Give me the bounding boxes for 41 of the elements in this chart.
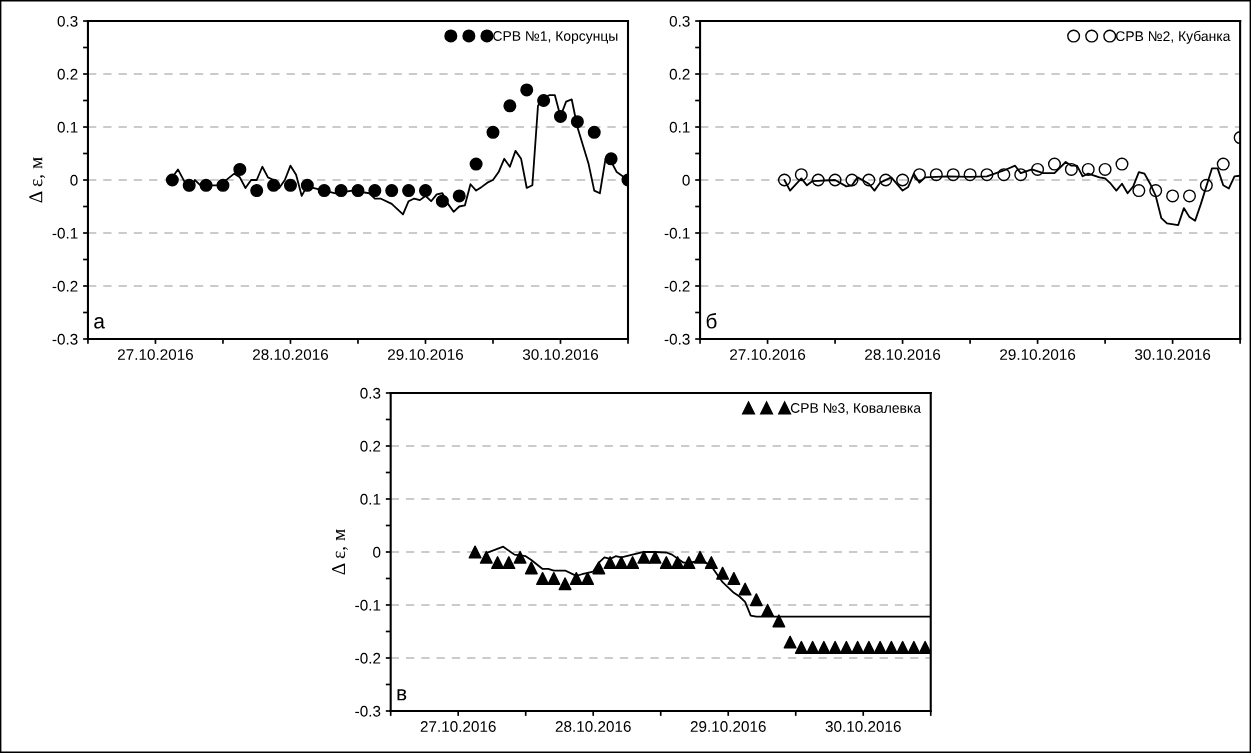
y-tick-label: 0: [373, 546, 381, 558]
y-tick-label: -0.3: [52, 333, 78, 345]
y-tick-label: -0.2: [52, 280, 78, 292]
x-tick-label: 30.10.2016: [522, 349, 599, 360]
x-tick-label: 29.10.2016: [388, 349, 464, 360]
y-tick-label: -0.3: [355, 705, 381, 717]
x-tick-label: 29.10.2016: [1000, 349, 1076, 360]
annotation: б: [706, 313, 717, 329]
annotation: а: [94, 317, 105, 329]
y-tick-label: -0.2: [355, 652, 381, 664]
y-tick-label: 0.3: [57, 15, 78, 27]
x-tick-label: 28.10.2016: [865, 349, 941, 360]
y-tick-label: 0.3: [669, 15, 690, 27]
x-tick-label: 28.10.2016: [253, 349, 329, 360]
y-tick-label: -0.1: [52, 227, 78, 239]
x-tick-label: 27.10.2016: [730, 349, 806, 360]
x-tick-label: 28.10.2016: [555, 721, 631, 732]
y-tick-label: -0.1: [355, 599, 381, 611]
y-tick-label: 0: [70, 174, 78, 186]
y-tick-label: -0.2: [664, 280, 690, 292]
annotation: в: [397, 689, 407, 701]
legend-label: СРВ №1, Корсунцы: [493, 31, 618, 44]
y-tick-label: 0.3: [360, 387, 381, 399]
y-tick-label: 0.2: [360, 440, 381, 452]
y-tick-label: 0.1: [669, 121, 690, 133]
y-tick-label: -0.3: [664, 333, 690, 345]
y-tick-label: 0.1: [57, 121, 78, 133]
x-tick-label: 30.10.2016: [1134, 349, 1211, 360]
y-tick-label: 0: [682, 174, 690, 186]
legend-label: СРВ №3, Ковалевка: [790, 403, 922, 415]
y-tick-label: 0.2: [57, 68, 78, 80]
y-tick-label: -0.1: [664, 227, 690, 239]
x-tick-label: 30.10.2016: [825, 721, 901, 732]
x-tick-label: 27.10.2016: [420, 721, 496, 732]
x-tick-label: 29.10.2016: [690, 721, 766, 732]
y-axis-title: Δ ε, м: [29, 157, 46, 203]
legend-label: СРВ №2, Кубанка: [1116, 30, 1231, 44]
x-tick-label: 27.10.2016: [117, 349, 194, 360]
y-tick-label: 0.1: [360, 493, 381, 505]
y-tick-label: 0.2: [669, 68, 690, 80]
y-axis-title: Δ ε, м: [332, 529, 348, 575]
